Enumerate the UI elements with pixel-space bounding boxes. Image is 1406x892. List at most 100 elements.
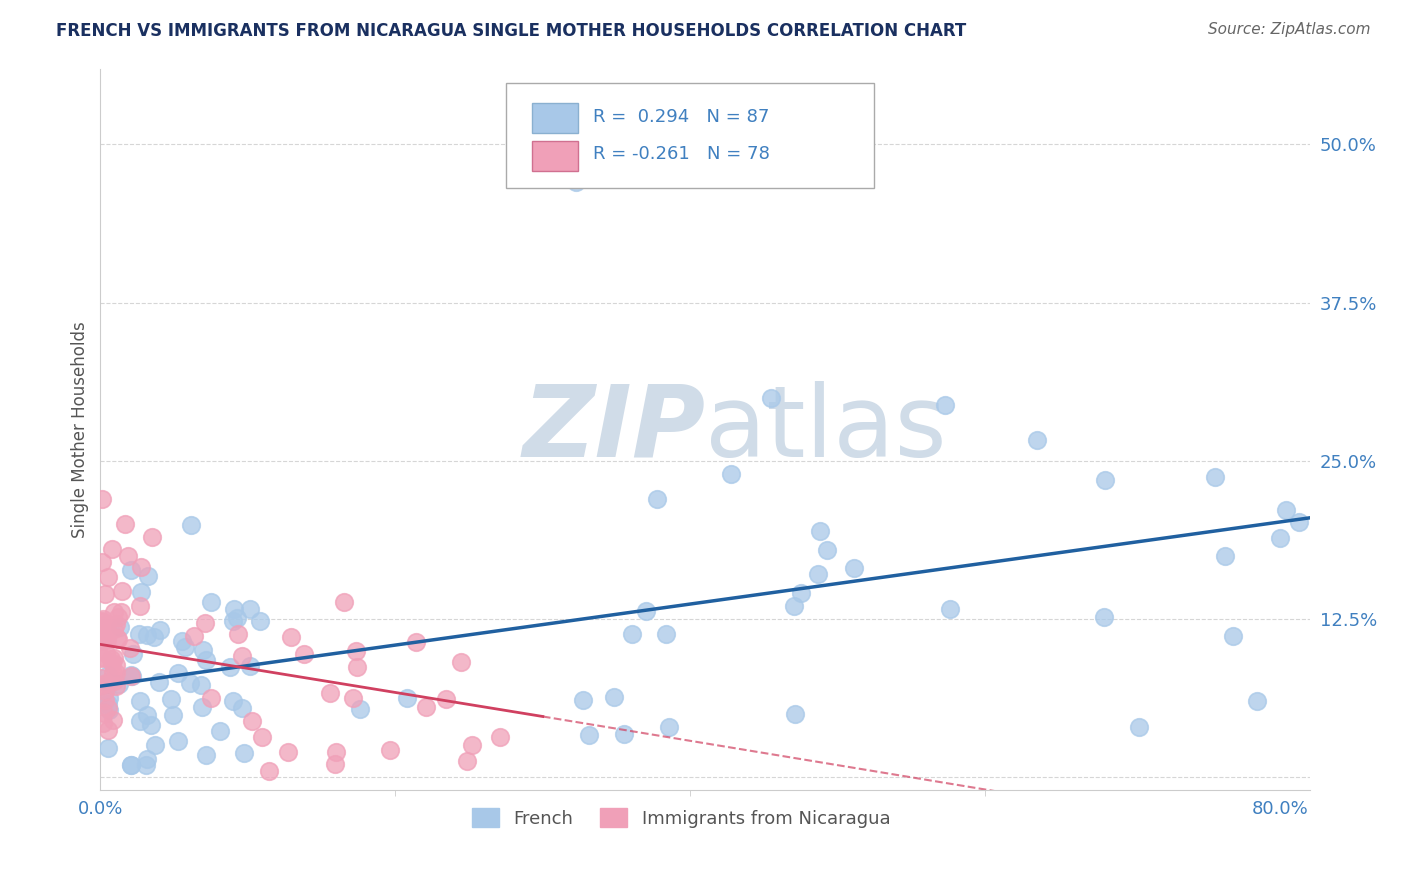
Point <box>120 563 142 577</box>
Point <box>90 678 112 692</box>
Point <box>578 728 600 742</box>
Point <box>195 747 218 762</box>
Point <box>93 632 115 647</box>
Point <box>136 568 159 582</box>
Point <box>603 690 626 704</box>
Text: ZIP: ZIP <box>522 381 704 478</box>
Point <box>1246 694 1268 708</box>
Point <box>194 653 217 667</box>
Point <box>938 602 960 616</box>
Point <box>121 669 143 683</box>
Point <box>90 650 112 665</box>
Point <box>94 683 117 698</box>
Text: atlas: atlas <box>704 381 946 478</box>
Point <box>226 611 249 625</box>
Point <box>1128 720 1150 734</box>
Point <box>96 632 118 647</box>
Point <box>222 602 245 616</box>
Point <box>378 743 401 757</box>
Point <box>456 754 478 768</box>
Y-axis label: Single Mother Households: Single Mother Households <box>72 321 89 538</box>
Point <box>572 693 595 707</box>
Point <box>346 660 368 674</box>
Point <box>332 594 354 608</box>
Point <box>129 560 152 574</box>
Point <box>208 723 231 738</box>
Point <box>128 714 150 728</box>
Point <box>232 746 254 760</box>
Point <box>162 708 184 723</box>
Point <box>1222 629 1244 643</box>
Point <box>249 614 271 628</box>
Point <box>94 632 117 647</box>
Point <box>103 622 125 636</box>
Point <box>97 668 120 682</box>
Point <box>1094 473 1116 487</box>
Point <box>1274 503 1296 517</box>
Point <box>105 631 128 645</box>
Point <box>128 694 150 708</box>
Point <box>131 585 153 599</box>
Point <box>292 647 315 661</box>
Point <box>111 583 134 598</box>
Text: R =  0.294   N = 87: R = 0.294 N = 87 <box>592 108 769 126</box>
Point <box>434 692 457 706</box>
Point <box>842 561 865 575</box>
Point <box>222 694 245 708</box>
FancyBboxPatch shape <box>506 83 875 187</box>
Text: R = -0.261   N = 78: R = -0.261 N = 78 <box>592 145 769 163</box>
Point <box>761 391 783 405</box>
Point <box>565 176 588 190</box>
Point <box>110 620 132 634</box>
Point <box>139 718 162 732</box>
Point <box>783 599 806 614</box>
Point <box>280 630 302 644</box>
Point <box>173 640 195 655</box>
Point <box>143 738 166 752</box>
Point <box>97 703 120 717</box>
Point <box>405 635 427 649</box>
Point <box>120 757 142 772</box>
Point <box>120 668 142 682</box>
Point <box>101 713 124 727</box>
Point <box>97 723 120 738</box>
Point <box>190 678 212 692</box>
Point <box>191 643 214 657</box>
Point <box>101 657 124 671</box>
Point <box>136 628 159 642</box>
Point <box>342 691 364 706</box>
Point <box>239 659 262 673</box>
Point <box>613 727 636 741</box>
Point <box>141 530 163 544</box>
Point <box>159 691 181 706</box>
Point <box>194 615 217 630</box>
Point <box>148 624 170 638</box>
Point <box>257 764 280 778</box>
Point <box>191 700 214 714</box>
Point <box>120 669 142 683</box>
Point <box>91 631 114 645</box>
Point <box>136 752 159 766</box>
Point <box>93 631 115 645</box>
Point <box>222 614 245 628</box>
Point <box>90 650 112 665</box>
Point <box>105 616 128 631</box>
Point <box>94 619 117 633</box>
Point <box>179 676 201 690</box>
Point <box>277 745 299 759</box>
Point <box>135 757 157 772</box>
Point <box>1213 549 1236 563</box>
Point <box>1270 531 1292 545</box>
Point <box>167 666 190 681</box>
Point <box>790 586 813 600</box>
Point <box>107 632 129 647</box>
Point <box>90 615 112 629</box>
Point <box>97 740 120 755</box>
Point <box>200 690 222 705</box>
Point <box>344 644 367 658</box>
Point <box>219 660 242 674</box>
Point <box>108 677 131 691</box>
Point <box>97 570 120 584</box>
Point <box>90 671 112 685</box>
Point <box>636 604 658 618</box>
